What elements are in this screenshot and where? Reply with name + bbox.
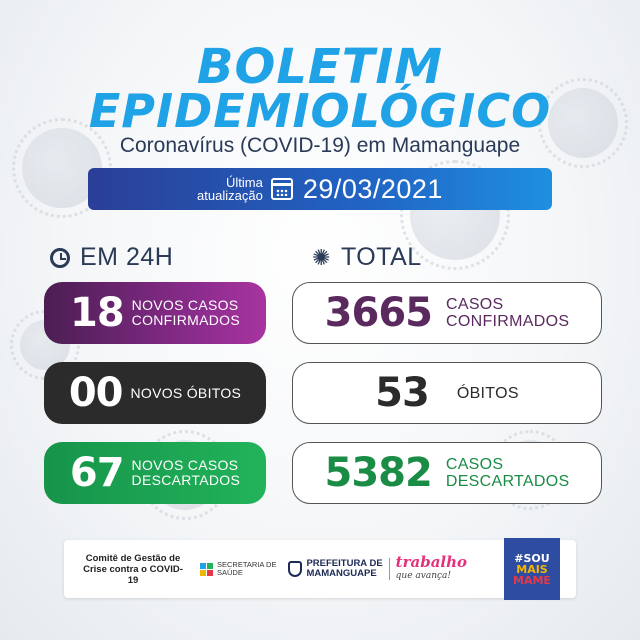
card-new-discarded: 67 NOVOS CASOS DESCARTADOS <box>44 442 266 504</box>
update-label: Última atualização <box>197 175 263 203</box>
footer-logos: Comitê de Gestão de Crise contra o COVID… <box>64 540 576 598</box>
title-line-1: BOLETIM <box>196 39 444 95</box>
sou-mais-mame-badge: #SOU MAIS MAME <box>504 538 560 600</box>
card-value: 67 <box>69 450 125 496</box>
card-label: CASOS DESCARTADOS <box>445 456 570 490</box>
clock-icon <box>50 247 70 268</box>
section-heading-24h: EM 24H <box>50 243 173 272</box>
card-value: 5382 <box>324 450 433 496</box>
comite-text: Comitê de Gestão de Crise contra o COVID… <box>83 552 183 586</box>
card-label: CASOS CONFIRMADOS <box>446 296 570 330</box>
card-label: NOVOS CASOS DESCARTADOS <box>131 457 241 488</box>
prefeitura-logo: PREFEITURA DE MAMANGUAPE <box>288 559 383 579</box>
virus-decoration <box>12 118 112 218</box>
section-heading-total: ✺ TOTAL <box>312 243 422 271</box>
card-label: ÓBITOS <box>456 384 519 402</box>
card-value: 00 <box>68 370 124 416</box>
subtitle: Coronavírus (COVID-19) em Mamanguape <box>119 134 521 157</box>
divider <box>388 558 390 580</box>
card-label: NOVOS ÓBITOS <box>130 384 242 401</box>
secretaria-icon <box>200 562 213 576</box>
update-bar: Última atualização 29/03/2021 <box>88 168 552 210</box>
virus-decoration <box>538 78 628 168</box>
card-value: 53 <box>375 370 430 416</box>
card-new-confirmed: 18 NOVOS CASOS CONFIRMADOS <box>44 282 266 344</box>
virus-icon: ✺ <box>312 244 331 270</box>
slogan-logo: trabalho que avança! <box>395 553 468 582</box>
card-total-deaths: 53 ÓBITOS <box>292 362 602 424</box>
card-total-discarded: 5382 CASOS DESCARTADOS <box>292 442 602 504</box>
card-label: NOVOS CASOS CONFIRMADOS <box>131 297 240 328</box>
update-date: 29/03/2021 <box>302 173 443 204</box>
card-value: 18 <box>70 290 125 336</box>
card-value: 3665 <box>324 290 433 336</box>
card-new-deaths: 00 NOVOS ÓBITOS <box>44 362 266 424</box>
title-line-2: EPIDEMIOLÓGICO <box>88 84 552 138</box>
calendar-icon <box>270 178 293 200</box>
crest-icon <box>288 561 303 577</box>
secretaria-logo: SECRETARIA DE SAÚDE <box>200 561 276 577</box>
card-total-confirmed: 3665 CASOS CONFIRMADOS <box>292 282 602 344</box>
